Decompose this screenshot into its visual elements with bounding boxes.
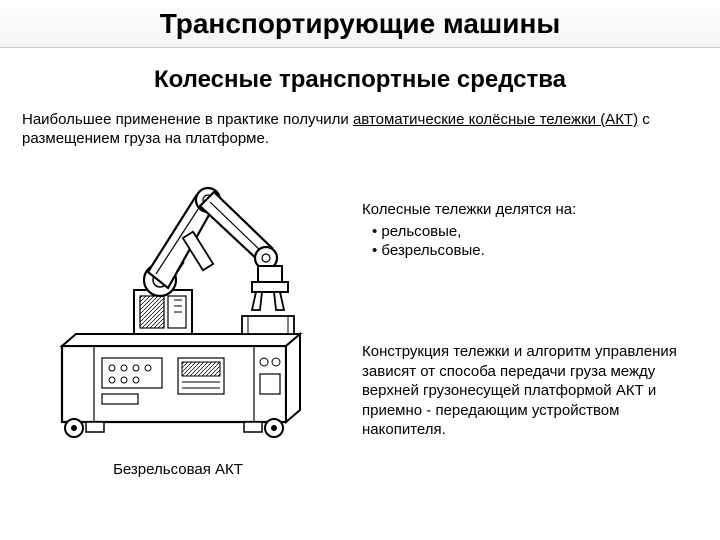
title-bar: Транспортирующие машины <box>0 0 720 48</box>
figure-caption: Безрельсовая АКТ <box>28 461 328 478</box>
bullet-trackless: • безрельсовые. <box>362 241 692 261</box>
page-subtitle: Колесные транспортные средства <box>0 66 720 94</box>
akt-diagram <box>28 162 328 452</box>
page-title: Транспортирующие машины <box>160 8 561 40</box>
description-text: Конструкция тележки и алгоритм управлени… <box>362 343 677 438</box>
intro-underlined: автоматические колёсные тележки (АКТ) <box>353 111 638 128</box>
classification-block: Колесные тележки делятся на: • рельсовые… <box>362 200 692 261</box>
intro-paragraph: Наибольшее применение в практике получил… <box>22 110 698 148</box>
classification-header: Колесные тележки делятся на: <box>362 200 692 220</box>
description-block: Конструкция тележки и алгоритм управлени… <box>362 342 702 440</box>
intro-pre: Наибольшее применение в практике получил… <box>22 111 353 128</box>
bullet-rail: • рельсовые, <box>362 222 692 242</box>
figure-area: Безрельсовая АКТ <box>28 162 328 492</box>
content-area: Безрельсовая АКТ Колесные тележки делятс… <box>0 156 720 516</box>
